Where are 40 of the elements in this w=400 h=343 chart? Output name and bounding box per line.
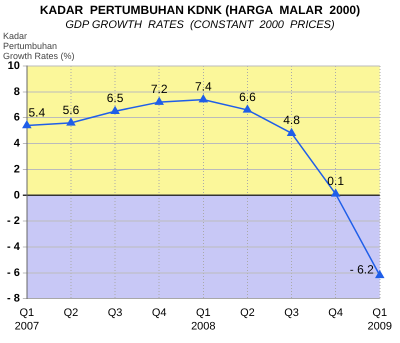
data-label: 7.2 [150,82,168,96]
chart-subtitle: GDP GROWTH RATES (CONSTANT 2000 PRICES) [64,19,336,31]
chart-title: KADAR PERTUMBUHAN KDNK (HARGA MALAR 2000) [38,3,362,17]
y-tick-label: 0 [14,189,20,202]
x-tick-label: Q1 2008 [191,307,216,332]
x-tick-label: Q3 [284,307,299,320]
point [110,106,120,114]
x-tick-label: Q2 [240,307,255,320]
point [331,189,340,197]
y-tick-label: - 2 [6,215,20,228]
data-label: 4.8 [283,113,300,128]
y-tick-label: - 6 [6,266,20,279]
data-label: 6.6 [239,90,256,104]
point [154,97,164,105]
point [199,94,208,102]
data-label: 0.1 [327,174,344,188]
y-axis-title: Kadar Pertumbuhan Growth Rates (%) [3,31,75,61]
x-tick-label: Q2 [64,307,78,320]
x-tick-label: Q3 [108,307,122,320]
y-tick-label: 4 [14,138,21,150]
point [376,270,384,278]
data-label: 5.4 [28,105,46,120]
y-tick-label: 10 [8,60,20,72]
data-label: 5.6 [62,102,80,117]
y-tick-label: - 4 [6,240,21,253]
x-tick-label: Q1 2009 [368,307,392,332]
x-tick-label: Q1 2007 [14,307,40,332]
point [22,120,32,128]
data-label: - 6.2 [350,262,374,276]
y-tick-label: 8 [14,86,20,98]
point [66,118,76,126]
point [287,128,296,136]
y-tick-label: 2 [14,163,20,176]
x-tick-label: Q4 [152,307,167,320]
data-label: 6.5 [106,91,124,106]
x-tick-label: Q4 [328,307,343,320]
point [243,105,252,113]
data-label: 7.4 [194,80,212,94]
y-tick-label: - 8 [6,292,20,305]
y-tick-label: 6 [14,112,20,124]
